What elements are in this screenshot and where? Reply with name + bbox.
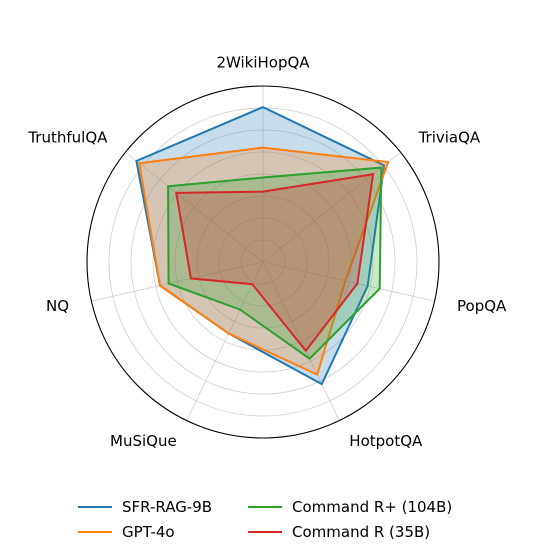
legend-item-command-r-35b: Command R (35B): [248, 521, 430, 543]
legend-swatch: [248, 506, 282, 508]
axis-label-nq: NQ: [46, 297, 69, 315]
legend-label: SFR-RAG-9B: [122, 498, 213, 516]
legend: SFR-RAG-9B GPT-4o Command R+ (104B) Command…: [78, 496, 478, 546]
series-area-gpt-4o: [139, 147, 389, 375]
axis-label-2wikihopqa: 2WikiHopQA: [216, 54, 310, 72]
legend-item-sfr-rag-9b: SFR-RAG-9B: [78, 496, 212, 518]
legend-label: Command R+ (104B): [292, 498, 453, 516]
legend-item-gpt-4o: GPT-4o: [78, 521, 175, 543]
legend-swatch: [78, 506, 112, 508]
spoke-triviaqa: [262, 151, 401, 263]
series-area-command-r-35b: [176, 174, 374, 351]
legend-swatch: [78, 531, 112, 533]
spoke-hotpotqa: [262, 261, 340, 421]
series-line-command-r-35b: [175, 173, 375, 353]
axis-label-hotpotqa: HotpotQA: [349, 432, 423, 450]
series-line-command-r-104b: [167, 166, 383, 361]
axis-labels: 2WikiHopQA TriviaQA PopQA HotpotQA MuSiQue NQ…: [27, 54, 507, 450]
radar-series: [135, 106, 390, 386]
spoke-truthfulqa: [125, 151, 264, 263]
legend-swatch: [248, 531, 282, 533]
spoke-nq: [91, 261, 264, 302]
axis-label-triviaqa: TriviaQA: [418, 128, 481, 146]
axis-label-truthfulqa: TruthfulQA: [27, 128, 108, 146]
legend-label: GPT-4o: [122, 523, 175, 541]
legend-item-command-r-104b: Command R+ (104B): [248, 496, 452, 518]
radar-frame: [86, 85, 440, 439]
radar-chart: 2WikiHopQA TriviaQA PopQA HotpotQA MuSiQue NQ…: [27, 54, 507, 450]
series-area-command-r-104b: [168, 167, 382, 359]
series-area-sfr-rag-9b: [136, 107, 385, 385]
axis-label-popqa: PopQA: [457, 297, 507, 315]
spoke-musique: [186, 261, 264, 421]
legend-label: Command R (35B): [292, 523, 431, 541]
outer-frame: [86, 85, 440, 439]
axis-label-musique: MuSiQue: [110, 432, 177, 450]
spoke-popqa: [262, 261, 435, 302]
